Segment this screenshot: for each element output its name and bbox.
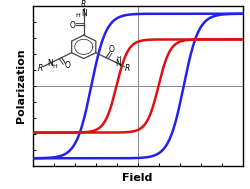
Text: H: H — [76, 13, 80, 18]
Text: O: O — [64, 61, 70, 70]
Text: O: O — [108, 45, 114, 54]
Text: R: R — [38, 64, 43, 73]
Text: R: R — [81, 0, 86, 9]
Text: O: O — [70, 21, 75, 30]
Y-axis label: Polarization: Polarization — [16, 49, 26, 123]
Text: N: N — [115, 59, 120, 68]
X-axis label: Field: Field — [122, 173, 153, 183]
Text: H: H — [116, 56, 121, 61]
Text: H: H — [52, 64, 57, 69]
Text: N: N — [81, 9, 87, 19]
Text: R: R — [125, 64, 130, 73]
Text: N: N — [47, 59, 53, 68]
